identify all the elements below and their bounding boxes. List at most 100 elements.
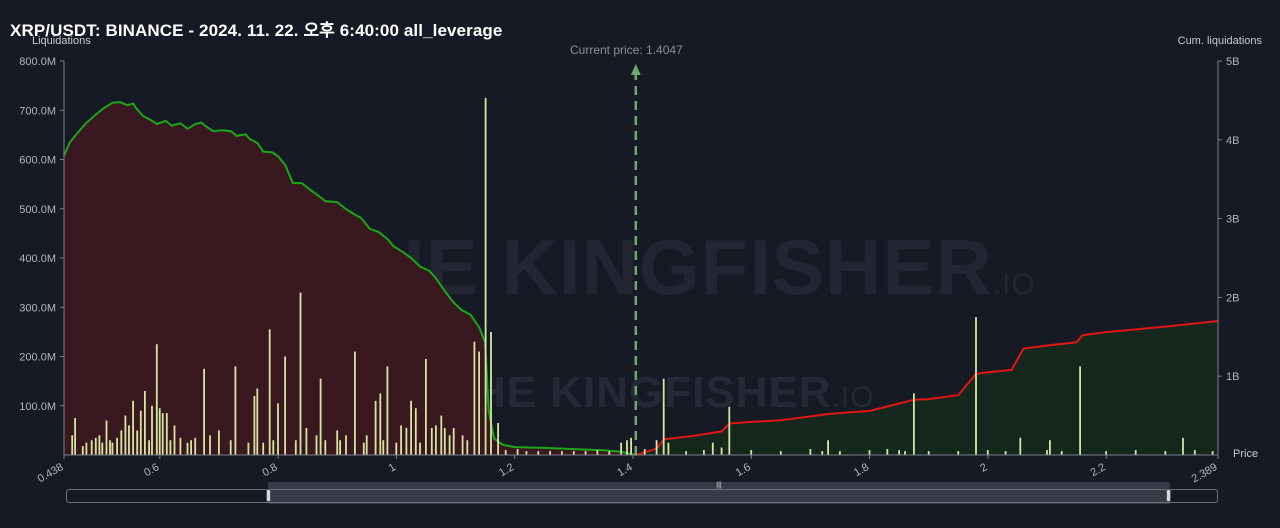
range-scrollbar-track[interactable] [66,489,1218,503]
liquidation-bar [711,442,714,455]
liquidation-bar [957,451,960,455]
liquidation-bar [209,435,211,455]
liquidation-bar [484,97,487,456]
liquidation-bar [655,440,658,455]
liquidation-bar [1193,450,1196,455]
liquidation-bar [155,344,158,455]
liquidation-bar [379,393,382,455]
liquidation-bar [382,440,385,455]
right-axis-title: Cum. liquidations [1177,35,1262,47]
liquidation-bar [448,435,451,455]
range-scrollbar-thumb[interactable] [268,482,1170,504]
liquidation-bar [497,423,499,455]
liquidation-bar [821,451,824,455]
liquidation-bar [365,435,368,455]
price-axis-title: Price [1233,448,1259,460]
x-tick-label: 1.4 [615,461,634,479]
liquidation-bar [101,442,104,455]
liquidation-bar [667,442,670,455]
liquidation-bar [779,451,782,455]
liquidation-bar [229,440,232,455]
long-cumulative-fill [64,102,636,455]
chart-title: XRP/USDT: BINANCE - 2024. 11. 22. 오후 6:4… [10,21,503,40]
short-cumulative-line [635,320,1219,456]
long-cumulative-line [63,100,637,456]
y-tick-label: 100.0M [19,401,56,413]
watermark-suffix: .IO [992,268,1036,301]
x-tick-label: 1 [387,461,398,474]
liquidation-bar [703,450,705,455]
liquidation-bar [85,442,88,455]
liquidation-bar [203,368,205,455]
liquidation-bar [809,449,812,455]
liquidation-bar [1019,437,1022,455]
liquidation-bar [504,450,507,455]
liquidation-bar [151,405,153,456]
liquidation-bar [1164,451,1167,455]
liquidation-bar [440,415,443,455]
x-tick-label: 1.8 [852,461,871,479]
liquidation-bar [362,442,365,455]
watermark-text-small: THE KINGFISHER [446,368,832,417]
y2-tick-label: 5B [1226,56,1239,68]
y-tick-label: 600.0M [19,155,56,167]
liquidation-bar [262,442,265,455]
short-cumulative-fill [635,321,1218,455]
liquidation-bar [584,451,587,455]
liquidation-bar [1182,437,1184,455]
liquidation-bar [109,440,111,455]
liquidation-bar [1046,450,1048,455]
liquidation-bar [1211,451,1214,455]
liquidation-bar [473,341,476,455]
x-tick-label: 0.8 [260,461,279,479]
y-tick-label: 700.0M [19,105,56,117]
x-tick-label: 2 [978,461,989,474]
liquidation-bar [268,329,271,455]
liquidation-bar [234,366,237,455]
liquidation-bar [305,427,308,455]
liquidation-bar [90,440,93,455]
liquidation-bar [630,437,632,455]
axes: 100.0M 200.0M 300.0M 400.0M 500.0M 600.0M 700.… [19,56,1239,485]
y-tick-label: 800.0M [19,56,56,68]
liquidation-bar [608,451,611,455]
liquidation-bar [643,449,646,455]
scrollbar-grip-icon[interactable]: ||| [716,482,722,489]
liquidation-bar [247,442,250,455]
liquidation-bar [136,430,139,455]
watermark-logo-small: THE KINGFISHER.IO [446,368,875,418]
liquidation-bar [728,406,731,455]
liquidation-bar [827,440,829,455]
liquidation-bar [253,395,256,455]
liquidation-bar [139,410,142,455]
x-tick-label: 0.6 [142,461,161,479]
liquidation-bar [148,440,150,455]
y2-tick-label: 4B [1226,135,1239,147]
left-axis-title: Liquidations [32,35,91,47]
liquidation-bar [111,442,114,455]
liquidation-bar [116,437,118,455]
liquidation-bar [386,366,389,455]
liquidation-bar [1134,450,1137,455]
range-handle-left[interactable] [266,489,271,502]
liquidation-bar [572,451,575,455]
liquidation-bar [466,440,469,455]
liquidation-bar [490,331,492,455]
liquidation-bar [405,427,408,455]
current-price-arrow-icon [630,64,641,75]
liquidation-bar [478,351,480,455]
y-tick-label: 500.0M [19,204,56,216]
liquidation-bar [461,435,464,455]
liquidation-bar [868,450,871,455]
liquidation-bar [132,400,134,455]
liquidation-bar [169,440,172,455]
liquidation-bar [913,393,915,455]
liquidation-bar [194,437,197,455]
liquidation-bar [927,451,930,455]
liquidation-bar [161,413,164,455]
range-handle-right[interactable] [1166,489,1171,502]
liquidation-bar [620,442,622,455]
liquidation-bar [435,425,437,455]
liquidation-bar [662,378,665,455]
